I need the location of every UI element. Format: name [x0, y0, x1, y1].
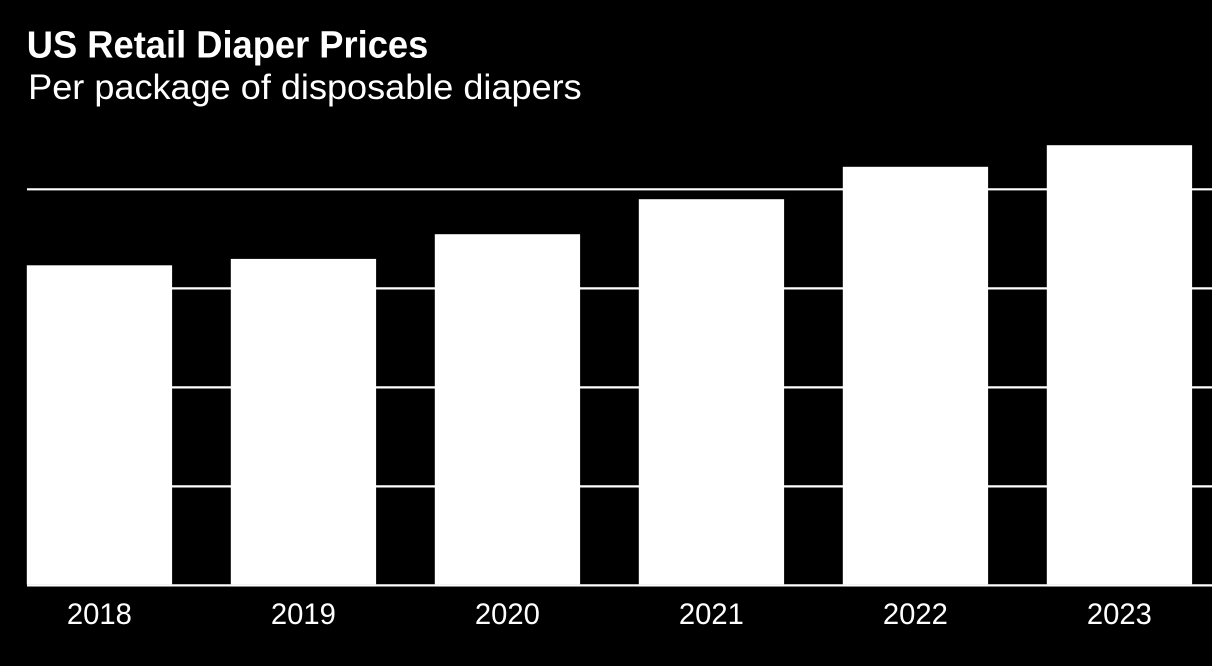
svg-text:2020: 2020: [475, 599, 540, 631]
svg-text:2018: 2018: [67, 599, 132, 631]
svg-text:2021: 2021: [679, 599, 744, 631]
svg-text:Per package of disposable diap: Per package of disposable diapers: [28, 68, 582, 107]
svg-text:US Retail Diaper Prices: US Retail Diaper Prices: [27, 25, 429, 67]
svg-text:2022: 2022: [883, 599, 948, 631]
svg-text:2019: 2019: [271, 599, 336, 631]
svg-text:2023: 2023: [1087, 599, 1152, 631]
